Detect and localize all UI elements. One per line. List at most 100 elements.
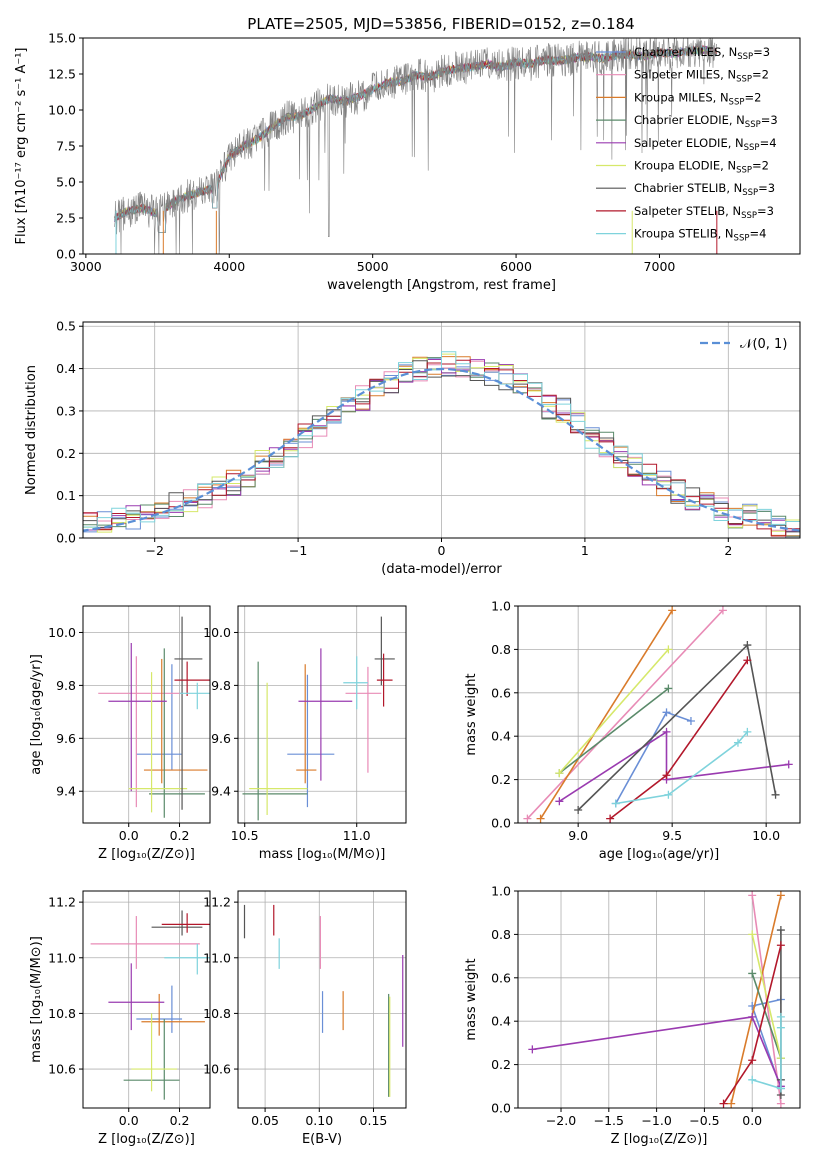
weight-marker xyxy=(536,814,545,823)
y-tick-label: 11.2 xyxy=(203,895,231,910)
weight-marker xyxy=(523,814,532,823)
weight-marker xyxy=(776,1099,785,1108)
data-point xyxy=(131,1013,177,1092)
x-tick-label: −2.0 xyxy=(546,1113,576,1128)
y-tick-label: 10.0 xyxy=(48,103,76,118)
weight-series xyxy=(536,606,677,823)
axes-frame xyxy=(517,605,801,824)
x-tick-label: −1.5 xyxy=(594,1113,624,1128)
x-tick-label: 0.05 xyxy=(251,1113,279,1128)
x-axis-label: E(B-V) xyxy=(302,1132,342,1147)
legend-label: Chabrier MILES, NSSP=3 xyxy=(634,45,770,62)
y-tick-label: 0.0 xyxy=(56,247,76,262)
x-tick-label: 0 xyxy=(438,543,446,558)
weight-marker xyxy=(718,606,727,615)
histogram-series xyxy=(83,351,800,528)
legend-count: =2 xyxy=(744,90,761,104)
panel-5: 0.0 0.2 10.6 10.8 11.0 11.2 Z [log₁₀(Z/Z⊙)] mas… xyxy=(29,890,211,1147)
y-tick-label: 9.4 xyxy=(211,784,231,799)
data-point xyxy=(174,616,203,810)
weight-marker xyxy=(555,769,564,778)
y-tick-label: 9.6 xyxy=(56,731,76,746)
y-tick-label: 11.0 xyxy=(203,950,231,965)
x-tick-label: 6000 xyxy=(500,259,532,274)
figure-title: PLATE=2505, MJD=53856, FIBERID=0152, z=0… xyxy=(247,15,634,33)
y-axis-label: mass weight xyxy=(464,958,479,1040)
panel-2: 0.0 0.2 9.4 9.6 9.8 10.0 Z [log₁₀(Z/Z⊙)] age [l… xyxy=(29,605,211,862)
legend-count: =3 xyxy=(758,181,775,195)
legend-label: Chabrier STELIB, NSSP=3 xyxy=(634,181,775,198)
data-spectrum xyxy=(114,38,718,254)
x-tick-label: 0.15 xyxy=(360,1113,388,1128)
data-point xyxy=(141,993,205,1036)
legend-count: =3 xyxy=(761,113,778,127)
y-axis-label: Normed distribution xyxy=(24,365,39,495)
x-axis-label: Z [log₁₀(Z/Z⊙)] xyxy=(98,847,195,862)
data-point xyxy=(345,666,382,773)
weight-line xyxy=(539,609,673,820)
data-point xyxy=(90,916,200,969)
y-tick-label: 0.6 xyxy=(491,970,511,985)
y-tick-label: 0.4 xyxy=(491,729,511,744)
y-tick-label: 0.3 xyxy=(56,403,76,418)
x-tick-label: 0.0 xyxy=(742,1113,762,1128)
x-tick-label: 11.0 xyxy=(343,828,371,843)
y-axis-label: Flux [fλ10⁻¹⁷ erg cm⁻² s⁻¹ A⁻¹] xyxy=(14,48,29,245)
plot-area xyxy=(243,904,404,1097)
data-point xyxy=(161,913,210,933)
data-point xyxy=(287,674,335,808)
legend-count: =3 xyxy=(753,45,770,59)
y-tick-label: 2.5 xyxy=(56,211,76,226)
plot-area xyxy=(98,616,210,818)
weight-series xyxy=(606,656,752,823)
y-tick-label: 10.6 xyxy=(48,1062,76,1077)
weight-series xyxy=(555,684,673,778)
weight-series xyxy=(523,606,727,823)
weight-series xyxy=(574,641,780,814)
legend-label: Kroupa STELIB, NSSP=4 xyxy=(634,227,766,244)
y-axis-label: mass [log₁₀(M/M⊙)] xyxy=(29,936,44,1063)
weight-series xyxy=(555,727,793,806)
y-tick-label: 0.6 xyxy=(491,685,511,700)
axes-frame xyxy=(82,890,211,1109)
weight-marker xyxy=(743,641,752,650)
data-point xyxy=(149,648,205,818)
legend-label: Kroupa MILES, NSSP=2 xyxy=(634,90,761,107)
y-tick-label: 9.6 xyxy=(211,731,231,746)
data-point xyxy=(98,656,183,808)
y-tick-label: 11.2 xyxy=(48,895,76,910)
legend-subscript: SSP xyxy=(737,52,753,62)
weight-line xyxy=(577,643,777,811)
weight-marker xyxy=(668,606,677,615)
weight-marker xyxy=(776,1023,785,1032)
weight-line xyxy=(526,609,724,820)
data-point xyxy=(143,658,208,784)
y-tick-label: 10.6 xyxy=(203,1062,231,1077)
y-tick-label: 0.4 xyxy=(491,1014,511,1029)
spectrum-legend: Chabrier MILES, NSSP=3 Salpeter MILES, NS… xyxy=(596,45,778,244)
data-point xyxy=(108,963,165,1031)
y-axis-label: age [log₁₀(age/yr)] xyxy=(29,654,44,775)
y-tick-label: 0.0 xyxy=(56,531,76,546)
weight-marker xyxy=(776,926,785,935)
data-point xyxy=(374,616,395,686)
x-axis-label: wavelength [Angstrom, rest frame] xyxy=(327,278,556,293)
y-tick-label: 0.8 xyxy=(491,642,511,657)
weight-marker xyxy=(748,1056,757,1065)
y-tick-label: 0.5 xyxy=(56,319,76,334)
plot-area xyxy=(114,38,718,254)
legend-subscript: SSP xyxy=(742,188,758,198)
weight-series xyxy=(748,1012,785,1093)
axes-frame xyxy=(237,605,407,824)
weight-series xyxy=(611,727,752,808)
axes-frame xyxy=(517,890,801,1109)
x-tick-label: 0.2 xyxy=(170,828,190,843)
data-point xyxy=(179,682,210,710)
panel-3: 10.5 11.0 9.4 9.6 9.8 10.0 mass [log₁₀(M/M⊙)] xyxy=(203,605,407,862)
weight-marker xyxy=(555,797,564,806)
x-tick-label: 9.0 xyxy=(568,828,588,843)
y-tick-label: 10.0 xyxy=(203,625,231,640)
weight-marker xyxy=(662,727,671,736)
y-tick-label: 5.0 xyxy=(56,175,76,190)
weight-marker xyxy=(662,771,671,780)
